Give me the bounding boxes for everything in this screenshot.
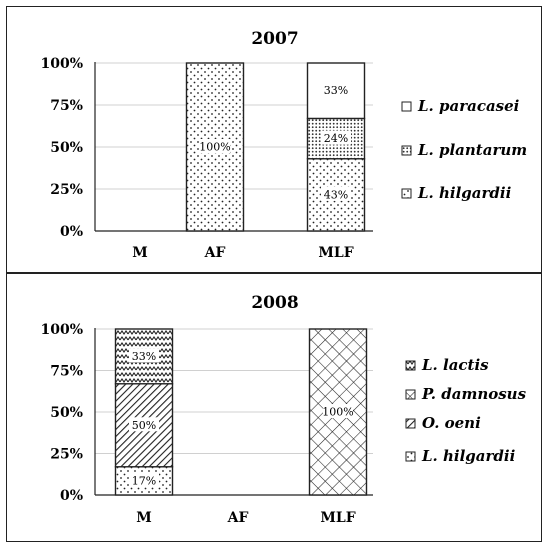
legend-swatch [405, 389, 416, 400]
y-tick-label: 25% [50, 182, 83, 198]
data-label: 43% [324, 188, 348, 201]
legend-label: L. hilgardii [417, 184, 512, 202]
legend-swatch [401, 145, 412, 156]
chart-title: 2007 [251, 29, 298, 49]
chart-title: 2008 [251, 293, 298, 313]
y-tick-label: 50% [50, 140, 83, 156]
x-category-label: MLF [320, 510, 355, 526]
legend-swatch [405, 418, 416, 429]
y-tick-label: 25% [50, 447, 83, 463]
legend-label: L. plantarum [417, 141, 527, 159]
legend-swatch [405, 360, 416, 371]
data-label: 24% [324, 132, 348, 145]
data-label-bg [321, 82, 351, 97]
data-label: 17% [132, 474, 156, 487]
data-label-bg [200, 139, 230, 153]
data-label: 50% [132, 419, 156, 432]
legend-label: O. oeni [422, 414, 481, 432]
legend-swatch [405, 451, 416, 462]
data-label-bg [321, 130, 351, 145]
data-label: 100% [199, 141, 230, 154]
legend-label: P. damnosus [421, 385, 527, 403]
data-label-bg [129, 348, 159, 363]
data-label-bg [129, 472, 159, 487]
data-label-bg [323, 404, 353, 418]
data-label: 100% [322, 406, 353, 419]
y-tick-label: 100% [40, 56, 83, 72]
panel-divider [6, 272, 542, 274]
x-category-label: MLF [318, 245, 353, 261]
y-tick-label: 50% [50, 405, 83, 421]
legend-swatch [401, 101, 412, 112]
legend-label: L. hilgardii [421, 447, 516, 465]
x-category-label: AF [227, 510, 249, 526]
data-label: 33% [324, 84, 348, 97]
y-tick-label: 0% [60, 224, 83, 240]
figure-frame [6, 6, 542, 542]
data-label: 33% [132, 350, 156, 363]
y-tick-label: 100% [40, 322, 83, 338]
y-tick-label: 0% [60, 488, 83, 504]
x-category-label: M [136, 510, 152, 526]
y-tick-label: 75% [50, 98, 83, 114]
data-label-bg [321, 186, 351, 201]
x-category-label: AF [204, 245, 226, 261]
x-category-label: M [132, 245, 148, 261]
legend-label: L. paracasei [417, 97, 520, 115]
legend-swatch [401, 188, 412, 199]
legend-label: L. lactis [421, 356, 489, 374]
data-label-bg [129, 417, 159, 432]
y-tick-label: 75% [50, 364, 83, 380]
